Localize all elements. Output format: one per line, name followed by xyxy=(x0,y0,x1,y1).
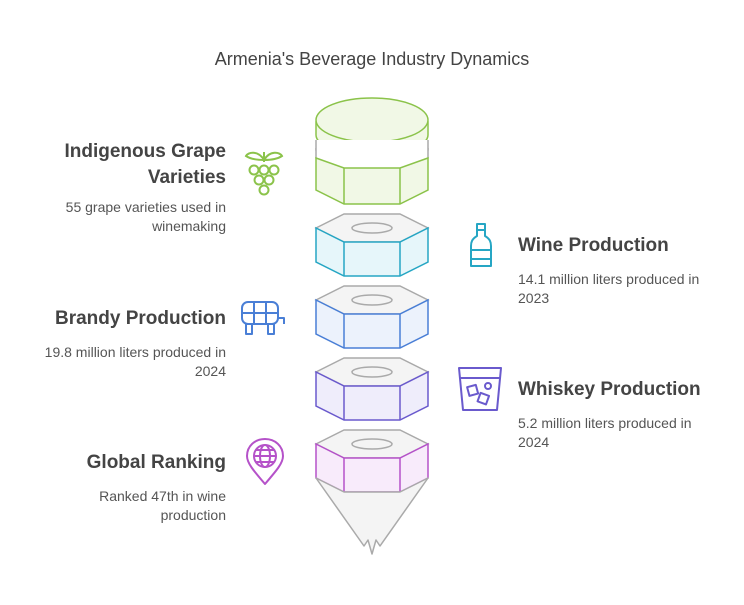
nut-ranking xyxy=(314,429,430,555)
desc-grape-varieties: 55 grape varieties used in winemaking xyxy=(65,199,226,234)
grapes-icon xyxy=(244,151,284,196)
diagram-title: Armenia's Beverage Industry Dynamics xyxy=(214,49,530,69)
heading-whiskey-production: Whiskey Production xyxy=(518,379,701,400)
cap-segment xyxy=(315,97,429,205)
desc-whiskey-production: 5.2 million liters produced in 2024 xyxy=(518,415,692,450)
heading-brandy-production: Brandy Production xyxy=(54,308,226,329)
wine-bottle-icon xyxy=(470,223,492,267)
heading-global-ranking: Global Ranking xyxy=(86,452,226,473)
nut-whiskey xyxy=(314,357,430,421)
desc-global-ranking: Ranked 47th in wine production xyxy=(99,488,226,523)
whiskey-glass-icon xyxy=(458,367,502,411)
nut-brandy xyxy=(314,285,430,349)
barrel-icon xyxy=(241,301,285,335)
heading-wine-production: Wine Production xyxy=(518,235,669,256)
desc-wine-production: 14.1 million liters produced in 2023 xyxy=(518,271,700,306)
globe-pin-icon xyxy=(246,438,284,485)
heading-grape-varieties: Indigenous Grape Varieties xyxy=(64,141,226,188)
nut-wine xyxy=(314,213,430,277)
desc-brandy-production: 19.8 million liters produced in 2024 xyxy=(44,344,226,379)
